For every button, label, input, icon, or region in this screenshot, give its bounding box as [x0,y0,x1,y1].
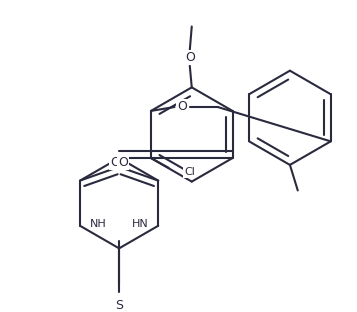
Text: O: O [185,51,195,64]
Text: Cl: Cl [184,167,195,177]
Text: O: O [177,100,187,114]
Text: O: O [110,156,120,169]
Text: S: S [115,299,123,312]
Text: NH: NH [90,219,107,229]
Text: O: O [118,156,128,169]
Text: HN: HN [132,219,149,229]
